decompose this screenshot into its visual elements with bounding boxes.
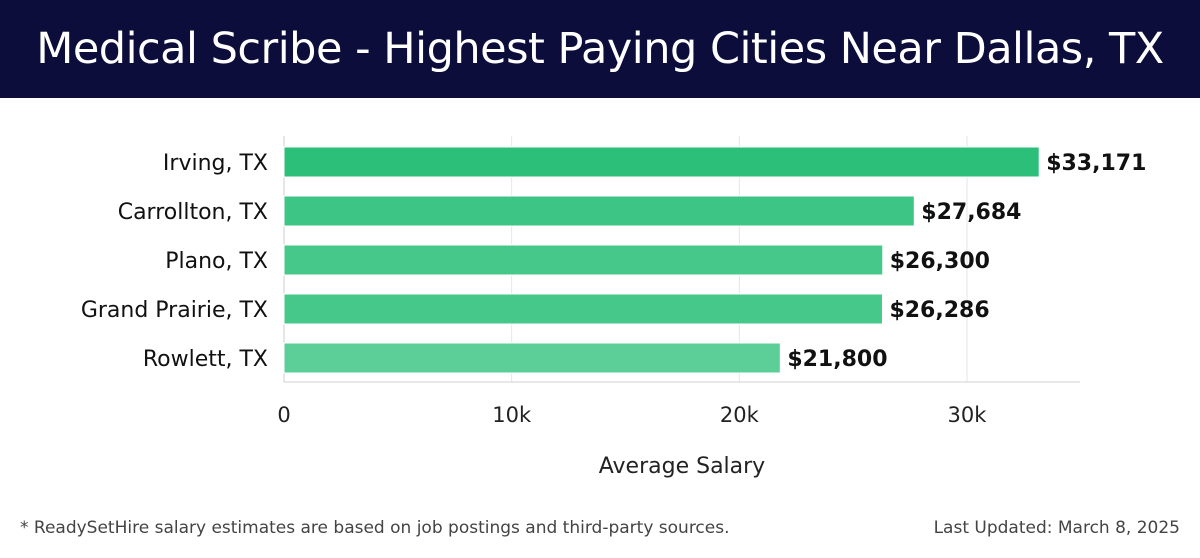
data-label: $26,286 [889,298,989,323]
data-label: $26,300 [890,249,990,274]
bar [283,293,883,325]
data-label: $21,800 [787,347,887,372]
bars [283,146,1040,374]
category-label: Grand Prairie, TX [81,298,268,323]
x-tick-label: 20k [720,403,760,427]
x-tick-label: 30k [948,403,988,427]
category-label: Rowlett, TX [143,347,268,372]
x-tick-label: 0 [277,403,290,427]
bar [283,195,915,227]
footnote: * ReadySetHire salary estimates are base… [20,518,730,538]
bar [283,146,1040,178]
x-axis-label: Average Salary [599,454,765,479]
data-label: $27,684 [921,200,1021,225]
chart-title: Medical Scribe - Highest Paying Cities N… [36,24,1164,74]
category-label: Irving, TX [163,151,268,176]
category-label: Carrollton, TX [118,200,268,225]
bar [283,244,884,276]
bar [283,342,781,374]
last-updated: Last Updated: March 8, 2025 [933,518,1180,538]
category-label: Plano, TX [165,249,268,274]
labels: 0 10k 20k 30k Irving, TX $33,171 Carrollton, T… [81,151,1147,427]
data-label: $33,171 [1046,151,1146,176]
title-banner [0,0,1200,98]
x-tick-label: 10k [492,403,532,427]
bar-chart: 0 10k 20k 30k Irving, TX $33,171 Carrollton, T… [81,136,1147,479]
